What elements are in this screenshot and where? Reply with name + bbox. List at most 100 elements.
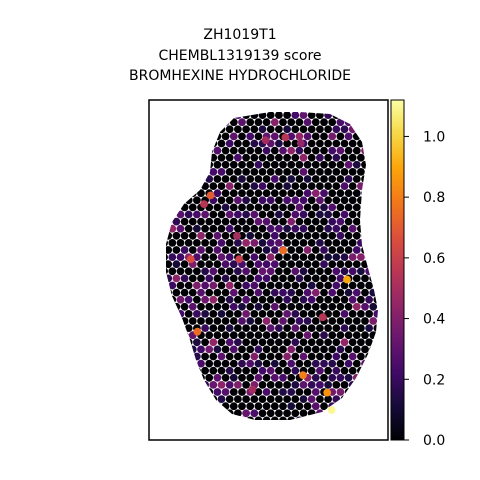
tissue-spot <box>246 218 254 226</box>
tissue-spot <box>255 218 263 226</box>
tissue-spot <box>230 147 238 155</box>
tissue-spot <box>287 331 295 339</box>
tissue-spot <box>218 338 226 346</box>
tissue-spot <box>181 275 189 283</box>
tissue-spot <box>349 367 357 375</box>
tissue-spot <box>234 367 242 375</box>
tissue-spot <box>230 161 238 169</box>
tissue-spot <box>365 310 373 318</box>
tissue-spot <box>312 317 320 325</box>
tissue-spot <box>279 289 287 297</box>
tissue-spot <box>189 232 197 240</box>
tissue-spot <box>324 353 332 361</box>
tissue-spot <box>332 168 340 176</box>
tissue-spot <box>263 275 271 283</box>
tissue-spot <box>357 282 365 290</box>
tissue-spot <box>234 168 242 176</box>
tissue-spot <box>267 324 275 332</box>
tissue-spot <box>222 218 230 226</box>
tissue-spot <box>345 218 353 226</box>
tissue-spot <box>181 289 189 297</box>
tissue-spot <box>214 388 222 396</box>
tissue-spot <box>209 239 217 247</box>
tissue-spot <box>267 381 275 389</box>
tissue-spot <box>193 239 201 247</box>
tissue-spot <box>324 296 332 304</box>
tissue-spot <box>259 381 267 389</box>
tissue-spot <box>168 239 176 247</box>
tissue-spot <box>291 296 299 304</box>
tissue-spot <box>226 125 234 133</box>
tissue-spot <box>197 246 205 254</box>
tissue-spot <box>320 232 328 240</box>
tissue-spot <box>345 360 353 368</box>
tissue-spot <box>193 296 201 304</box>
tissue-spot <box>328 275 336 283</box>
tissue-spot <box>349 296 357 304</box>
tissue-spot <box>341 324 349 332</box>
tissue-spot <box>230 218 238 226</box>
tissue-spot <box>242 168 250 176</box>
tissue-spot <box>222 204 230 212</box>
tissue-spot <box>226 239 234 247</box>
tissue-spot <box>308 125 316 133</box>
tissue-spot <box>250 154 258 162</box>
tissue-spot <box>201 338 209 346</box>
tissue-spot <box>341 267 349 275</box>
tissue-spot <box>296 118 304 126</box>
tissue-spot <box>279 388 287 396</box>
tissue-spot <box>332 282 340 290</box>
tissue-spot <box>226 310 234 318</box>
tissue-spot <box>226 182 234 190</box>
tissue-spot <box>287 147 295 155</box>
tissue-spot <box>345 246 353 254</box>
tissue-spot <box>316 282 324 290</box>
tissue-spot <box>271 317 279 325</box>
tissue-spot <box>230 303 238 311</box>
tissue-spot <box>238 246 246 254</box>
tissue-spot <box>324 154 332 162</box>
tissue-spot <box>193 338 201 346</box>
tissue-spot <box>308 253 316 261</box>
tissue-spot <box>316 296 324 304</box>
tissue-spot <box>226 267 234 275</box>
tissue-spot <box>222 360 230 368</box>
tissue-spot <box>353 275 361 283</box>
tissue-spot <box>361 289 369 297</box>
tissue-spot <box>324 324 332 332</box>
tissue-spot <box>205 317 213 325</box>
tissue-spot <box>337 189 345 197</box>
tissue-spot <box>218 196 226 204</box>
tissue-spot <box>332 253 340 261</box>
tissue-spot <box>267 267 275 275</box>
tissue-spot <box>287 118 295 126</box>
tissue-spot <box>332 338 340 346</box>
tissue-spot <box>349 168 357 176</box>
highlighted-spot <box>187 255 195 263</box>
tissue-spot <box>320 331 328 339</box>
tissue-spot <box>320 204 328 212</box>
tissue-spot <box>291 182 299 190</box>
tissue-spot <box>234 267 242 275</box>
tissue-spot <box>263 232 271 240</box>
tissue-spot <box>308 395 316 403</box>
tissue-spot <box>296 232 304 240</box>
tissue-spot <box>189 246 197 254</box>
tissue-spot <box>255 331 263 339</box>
tissue-spot <box>181 246 189 254</box>
tissue-spot <box>255 232 263 240</box>
tissue-spot <box>271 175 279 183</box>
tissue-spot <box>267 111 275 119</box>
tissue-spot <box>222 388 230 396</box>
tissue-spot <box>267 196 275 204</box>
tissue-spot <box>173 289 181 297</box>
tissue-spot <box>267 367 275 375</box>
tissue-spot <box>255 402 263 410</box>
tissue-spot <box>242 125 250 133</box>
tissue-spot <box>230 204 238 212</box>
tissue-spot <box>312 360 320 368</box>
tissue-spot <box>349 310 357 318</box>
tissue-spot <box>304 189 312 197</box>
tissue-spot <box>328 175 336 183</box>
tissue-spot <box>189 275 197 283</box>
